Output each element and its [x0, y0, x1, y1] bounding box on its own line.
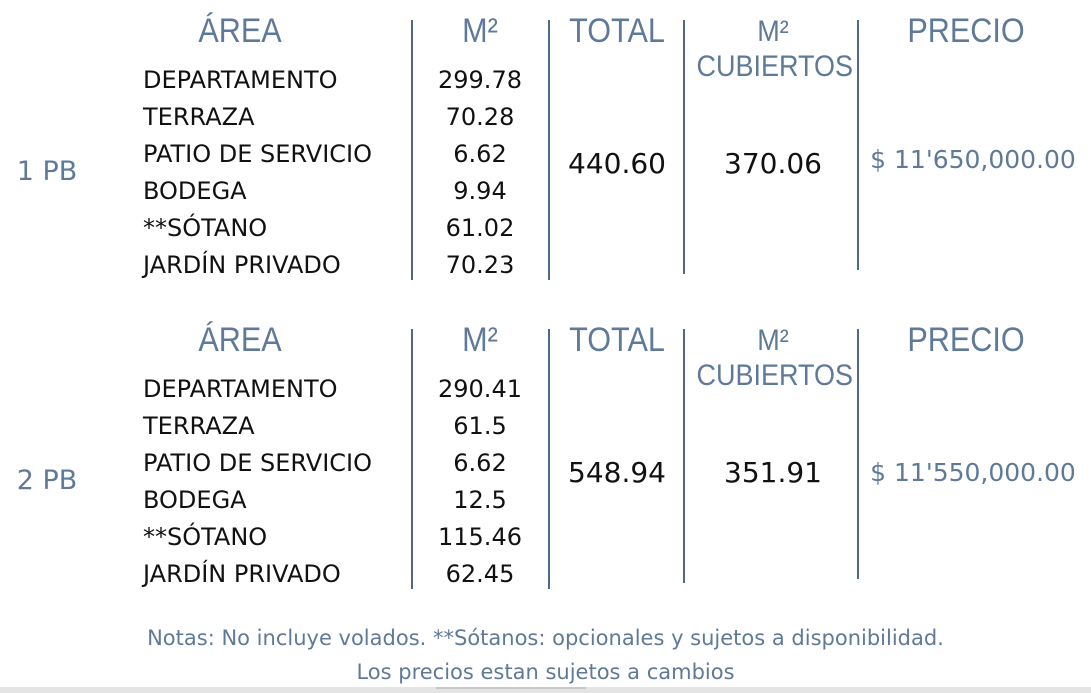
area-name: **SÓTANO	[143, 214, 268, 242]
header-m2: M²	[462, 321, 498, 359]
header-m2-cubiertos: M² CUBIERTOS	[696, 323, 854, 394]
header-m2-cubiertos-line2: CUBIERTOS	[696, 50, 854, 84]
m2-cubiertos-value: 351.91	[724, 456, 822, 489]
bottom-scroll-thumb	[436, 687, 586, 689]
area-name: BODEGA	[143, 486, 247, 514]
total-value: 440.60	[568, 147, 666, 180]
area-name: PATIO DE SERVICIO	[143, 140, 373, 168]
area-name: PATIO DE SERVICIO	[143, 449, 373, 477]
bottom-scroll-track	[0, 687, 1091, 693]
header-m2-cubiertos-line2: CUBIERTOS	[696, 359, 854, 393]
area-name: DEPARTAMENTO	[143, 66, 338, 94]
area-name: BODEGA	[143, 177, 247, 205]
header-total: TOTAL	[569, 12, 665, 50]
area-m2: 61.5	[453, 412, 507, 440]
area-m2: 61.02	[445, 214, 515, 242]
area-m2: 9.94	[453, 177, 507, 205]
area-name: DEPARTAMENTO	[143, 375, 338, 403]
area-name: JARDÍN PRIVADO	[143, 560, 341, 588]
header-precio: PRECIO	[907, 12, 1025, 50]
unit-name: 1 PB	[16, 156, 78, 187]
header-m2-cubiertos-line1: M²	[757, 324, 789, 357]
area-name: TERRAZA	[143, 103, 255, 131]
price-value: $ 11'550,000.00	[870, 458, 1076, 487]
column-divider	[683, 329, 685, 583]
column-divider	[411, 20, 413, 280]
column-divider	[857, 20, 859, 270]
header-m2-cubiertos: M² CUBIERTOS	[696, 14, 854, 85]
column-divider	[683, 20, 685, 274]
header-area: ÁREA	[198, 321, 282, 359]
unit-block-2: ÁREA M² TOTAL M² CUBIERTOS PRECIO 2 PB D…	[0, 309, 1091, 609]
area-name: TERRAZA	[143, 412, 255, 440]
area-m2: 70.23	[445, 251, 515, 279]
area-m2: 12.5	[453, 486, 507, 514]
area-m2: 6.62	[453, 449, 507, 477]
unit-name: 2 PB	[16, 465, 78, 496]
area-m2: 290.41	[438, 375, 522, 403]
area-m2: 299.78	[438, 66, 522, 94]
area-m2: 62.45	[445, 560, 515, 588]
notes-line-1: Notas: No incluye volados. **Sótanos: op…	[147, 626, 944, 650]
area-m2: 115.46	[438, 523, 522, 551]
total-value: 548.94	[568, 456, 666, 489]
header-precio: PRECIO	[907, 321, 1025, 359]
unit-block-1: ÁREA M² TOTAL M² CUBIERTOS PRECIO 1 PB D…	[0, 0, 1091, 300]
area-m2: 6.62	[453, 140, 507, 168]
notes-line-2: Los precios estan sujetos a cambios	[356, 660, 735, 684]
header-total: TOTAL	[569, 321, 665, 359]
m2-cubiertos-value: 370.06	[724, 147, 822, 180]
column-divider	[548, 20, 550, 280]
header-m2: M²	[462, 12, 498, 50]
column-divider	[857, 329, 859, 579]
header-m2-cubiertos-line1: M²	[757, 15, 789, 48]
header-area: ÁREA	[198, 12, 282, 50]
column-divider	[411, 329, 413, 589]
price-value: $ 11'650,000.00	[870, 145, 1076, 174]
area-name: JARDÍN PRIVADO	[143, 251, 341, 279]
area-name: **SÓTANO	[143, 523, 268, 551]
area-m2: 70.28	[445, 103, 515, 131]
column-divider	[548, 329, 550, 589]
